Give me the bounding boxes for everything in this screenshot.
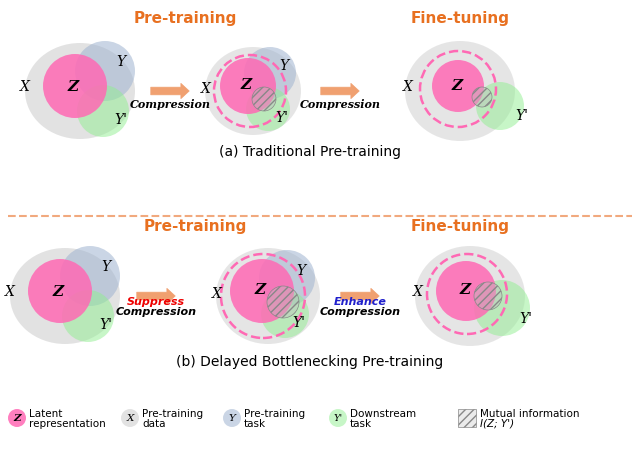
Text: X: X xyxy=(5,285,15,299)
Text: Y: Y xyxy=(101,259,111,273)
Circle shape xyxy=(75,42,135,102)
Text: Compression: Compression xyxy=(115,306,196,316)
Text: X: X xyxy=(20,80,30,94)
Text: Pre-training: Pre-training xyxy=(133,11,237,27)
Ellipse shape xyxy=(10,249,120,344)
Text: X: X xyxy=(201,82,211,96)
Text: Y': Y' xyxy=(115,113,127,127)
Text: Z: Z xyxy=(52,285,63,299)
Text: representation: representation xyxy=(29,418,106,428)
Text: Y': Y' xyxy=(333,414,342,423)
Text: Pre-training: Pre-training xyxy=(244,408,305,418)
Text: Compression: Compression xyxy=(319,306,401,316)
Text: Downstream: Downstream xyxy=(350,408,416,418)
Text: X: X xyxy=(126,414,134,423)
Circle shape xyxy=(60,246,120,306)
Text: Y': Y' xyxy=(292,315,305,329)
Circle shape xyxy=(230,259,294,323)
Text: X: X xyxy=(403,80,413,94)
Circle shape xyxy=(121,409,139,427)
Circle shape xyxy=(259,250,315,306)
Text: Latent: Latent xyxy=(29,408,62,418)
Circle shape xyxy=(8,409,26,427)
Text: Y: Y xyxy=(280,59,289,73)
Circle shape xyxy=(43,55,107,119)
Ellipse shape xyxy=(205,48,301,136)
Text: Fine-tuning: Fine-tuning xyxy=(410,219,509,234)
Text: Y': Y' xyxy=(275,111,289,125)
Text: Compression: Compression xyxy=(129,98,211,109)
Circle shape xyxy=(432,61,484,113)
Circle shape xyxy=(436,262,496,321)
Ellipse shape xyxy=(25,44,135,140)
Text: (b) Delayed Bottlenecking Pre-training: (b) Delayed Bottlenecking Pre-training xyxy=(177,354,444,368)
Circle shape xyxy=(252,88,276,112)
Text: X: X xyxy=(413,285,423,299)
Text: Z: Z xyxy=(13,414,21,423)
Text: task: task xyxy=(244,418,266,428)
Circle shape xyxy=(244,48,296,100)
Circle shape xyxy=(28,259,92,323)
Text: Suppress: Suppress xyxy=(127,296,185,306)
Text: Y': Y' xyxy=(515,109,529,123)
Text: Pre-training: Pre-training xyxy=(142,408,203,418)
Circle shape xyxy=(329,409,347,427)
Text: I(Z; Y'): I(Z; Y') xyxy=(480,418,514,428)
Text: Enhance: Enhance xyxy=(333,296,387,306)
Circle shape xyxy=(220,59,276,115)
Text: (a) Traditional Pre-training: (a) Traditional Pre-training xyxy=(219,145,401,159)
Text: task: task xyxy=(350,418,372,428)
Circle shape xyxy=(474,281,530,336)
Text: Pre-training: Pre-training xyxy=(143,219,246,234)
Ellipse shape xyxy=(405,42,515,142)
Text: Compression: Compression xyxy=(300,98,381,109)
Circle shape xyxy=(476,83,524,131)
Text: Z: Z xyxy=(255,282,266,296)
Text: Y': Y' xyxy=(520,311,532,325)
Ellipse shape xyxy=(216,249,320,344)
Text: Y': Y' xyxy=(99,318,113,331)
Circle shape xyxy=(472,88,492,108)
Text: Z: Z xyxy=(451,79,463,93)
Circle shape xyxy=(474,282,502,310)
Text: Z: Z xyxy=(241,78,252,92)
Text: Y: Y xyxy=(116,55,125,69)
Text: X: X xyxy=(212,286,222,300)
Text: Z: Z xyxy=(67,80,79,94)
Circle shape xyxy=(223,409,241,427)
Text: Mutual information: Mutual information xyxy=(480,408,579,418)
Circle shape xyxy=(261,290,309,338)
Text: Z: Z xyxy=(460,282,470,296)
Text: Y: Y xyxy=(296,263,305,277)
Circle shape xyxy=(62,290,114,342)
Circle shape xyxy=(267,286,299,318)
Text: data: data xyxy=(142,418,166,428)
Ellipse shape xyxy=(415,246,525,346)
Circle shape xyxy=(246,88,290,132)
Bar xyxy=(458,409,476,427)
Text: Fine-tuning: Fine-tuning xyxy=(410,11,509,27)
Circle shape xyxy=(77,86,129,138)
Text: Y: Y xyxy=(228,414,236,423)
